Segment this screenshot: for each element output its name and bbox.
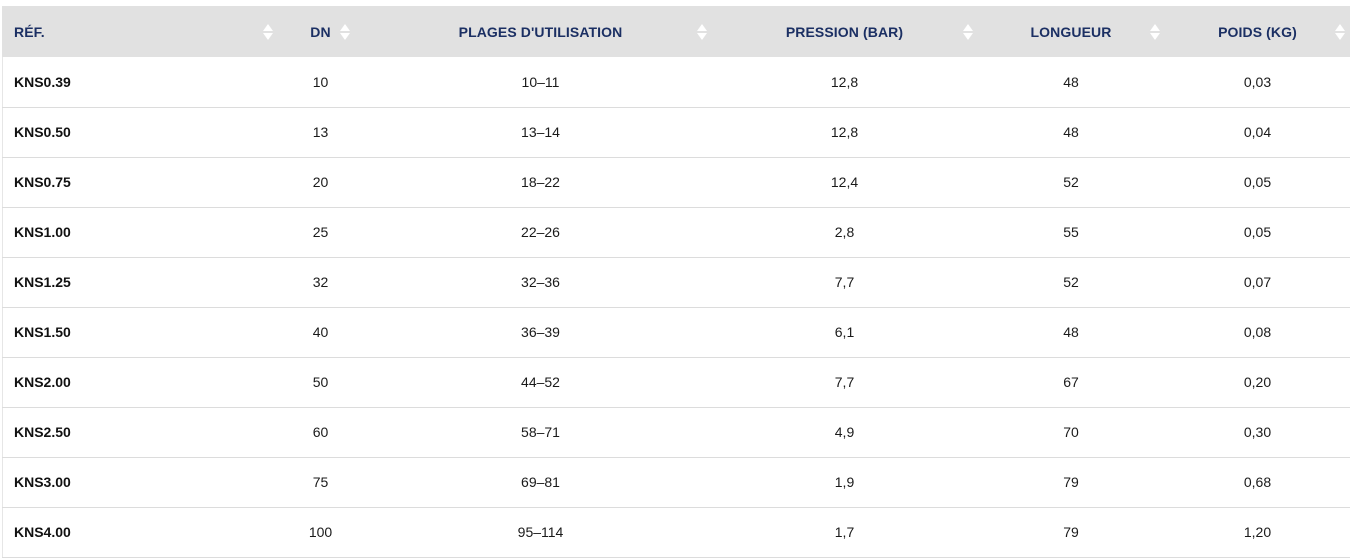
column-header-pression[interactable]: PRESSION (BAR) <box>712 6 977 57</box>
column-header-plages[interactable]: PLAGES D'UTILISATION <box>369 6 712 57</box>
column-header-label: POIDS (KG) <box>1218 23 1297 40</box>
cell-dn: 40 <box>312 324 329 340</box>
cell-ref: KNS1.50 <box>14 324 71 340</box>
cell-longueur: 70 <box>1063 424 1079 440</box>
cell-dn: 50 <box>312 374 329 390</box>
product-table-container: RÉF. DN PLAGES D'UTILISATION PRESSION (B… <box>2 6 1350 558</box>
table-body: KNS0.39 10 10–11 12,8 48 0,03 KNS0.50 13 13–14 12… <box>2 57 1350 557</box>
table-row: KNS3.00 75 69–81 1,9 79 0,68 <box>2 457 1350 507</box>
cell-ref: KNS4.00 <box>14 524 71 540</box>
cell-longueur: 52 <box>1063 274 1079 290</box>
cell-poids: 0,04 <box>1243 124 1272 140</box>
table-row: KNS1.50 40 36–39 6,1 48 0,08 <box>2 307 1350 357</box>
table-left-border <box>2 57 3 557</box>
sort-arrows-icon[interactable] <box>1335 23 1345 41</box>
sort-arrows-icon[interactable] <box>340 23 350 41</box>
cell-poids: 0,07 <box>1243 274 1272 290</box>
sort-arrows-icon[interactable] <box>263 23 273 41</box>
column-header-label: DN <box>310 23 331 40</box>
cell-pression: 7,7 <box>834 374 855 390</box>
table-row: KNS0.75 20 18–22 12,4 52 0,05 <box>2 157 1350 207</box>
cell-longueur: 48 <box>1063 124 1079 140</box>
column-header-ref[interactable]: RÉF. <box>2 6 273 57</box>
cell-ref: KNS3.00 <box>14 474 71 490</box>
cell-longueur: 52 <box>1063 174 1079 190</box>
column-header-label: PLAGES D'UTILISATION <box>458 23 623 40</box>
table-row: KNS2.00 50 44–52 7,7 67 0,20 <box>2 357 1350 407</box>
cell-plages: 18–22 <box>521 174 560 190</box>
product-table: RÉF. DN PLAGES D'UTILISATION PRESSION (B… <box>2 6 1350 558</box>
table-row: KNS4.00 100 95–114 1,7 79 1,20 <box>2 507 1350 557</box>
cell-pression: 6,1 <box>834 324 855 340</box>
cell-plages: 13–14 <box>521 124 560 140</box>
cell-dn: 20 <box>312 174 329 190</box>
cell-pression: 12,8 <box>830 124 859 140</box>
cell-ref: KNS1.00 <box>14 224 71 240</box>
cell-pression: 7,7 <box>834 274 855 290</box>
cell-dn: 75 <box>312 474 329 490</box>
cell-poids: 0,30 <box>1243 424 1272 440</box>
cell-longueur: 48 <box>1063 324 1079 340</box>
sort-arrows-icon[interactable] <box>963 23 973 41</box>
cell-poids: 0,68 <box>1243 474 1272 490</box>
cell-longueur: 79 <box>1063 474 1079 490</box>
table-header: RÉF. DN PLAGES D'UTILISATION PRESSION (B… <box>2 6 1350 57</box>
cell-pression: 4,9 <box>834 424 855 440</box>
table-row: KNS0.39 10 10–11 12,8 48 0,03 <box>2 57 1350 107</box>
cell-plages: 44–52 <box>521 374 560 390</box>
cell-dn: 100 <box>308 524 333 540</box>
cell-dn: 10 <box>312 73 329 90</box>
column-header-label: RÉF. <box>14 23 45 40</box>
cell-plages: 32–36 <box>521 274 560 290</box>
cell-ref: KNS0.75 <box>14 174 71 190</box>
table-row: KNS2.50 60 58–71 4,9 70 0,30 <box>2 407 1350 457</box>
cell-longueur: 48 <box>1063 73 1079 90</box>
cell-pression: 12,8 <box>830 73 859 90</box>
cell-longueur: 55 <box>1063 224 1079 240</box>
cell-ref: KNS2.50 <box>14 424 71 440</box>
cell-pression: 1,7 <box>834 524 855 540</box>
cell-pression: 12,4 <box>830 174 859 190</box>
table-row: KNS0.50 13 13–14 12,8 48 0,04 <box>2 107 1350 157</box>
column-header-longueur[interactable]: LONGUEUR <box>977 6 1165 57</box>
cell-poids: 0,03 <box>1243 73 1272 90</box>
cell-ref: KNS2.00 <box>14 374 71 390</box>
column-header-dn[interactable]: DN <box>272 6 369 57</box>
sort-arrows-icon[interactable] <box>697 23 707 41</box>
cell-plages: 69–81 <box>521 474 560 490</box>
header-row: RÉF. DN PLAGES D'UTILISATION PRESSION (B… <box>2 6 1350 57</box>
cell-plages: 58–71 <box>521 424 560 440</box>
cell-poids: 1,20 <box>1243 524 1272 540</box>
cell-ref: KNS1.25 <box>14 274 71 290</box>
column-header-label: LONGUEUR <box>1030 23 1112 40</box>
cell-poids: 0,08 <box>1243 324 1272 340</box>
cell-plages: 95–114 <box>517 524 564 540</box>
cell-poids: 0,05 <box>1243 224 1272 240</box>
cell-dn: 60 <box>312 424 329 440</box>
cell-pression: 1,9 <box>834 474 855 490</box>
cell-longueur: 79 <box>1063 524 1079 540</box>
cell-dn: 25 <box>312 224 329 240</box>
cell-dn: 32 <box>312 274 329 290</box>
cell-longueur: 67 <box>1063 374 1079 390</box>
table-row: KNS1.00 25 22–26 2,8 55 0,05 <box>2 207 1350 257</box>
cell-poids: 0,20 <box>1243 374 1272 390</box>
sort-arrows-icon[interactable] <box>1150 23 1160 41</box>
cell-plages: 22–26 <box>521 224 560 240</box>
column-header-label: PRESSION (BAR) <box>785 23 904 40</box>
column-header-poids[interactable]: POIDS (KG) <box>1165 6 1350 57</box>
cell-ref: KNS0.39 <box>14 73 71 90</box>
cell-plages: 36–39 <box>521 324 560 340</box>
cell-ref: KNS0.50 <box>14 124 71 140</box>
cell-plages: 10–11 <box>521 73 560 90</box>
cell-poids: 0,05 <box>1243 174 1272 190</box>
cell-dn: 13 <box>312 124 329 140</box>
cell-pression: 2,8 <box>834 224 855 240</box>
table-row: KNS1.25 32 32–36 7,7 52 0,07 <box>2 257 1350 307</box>
